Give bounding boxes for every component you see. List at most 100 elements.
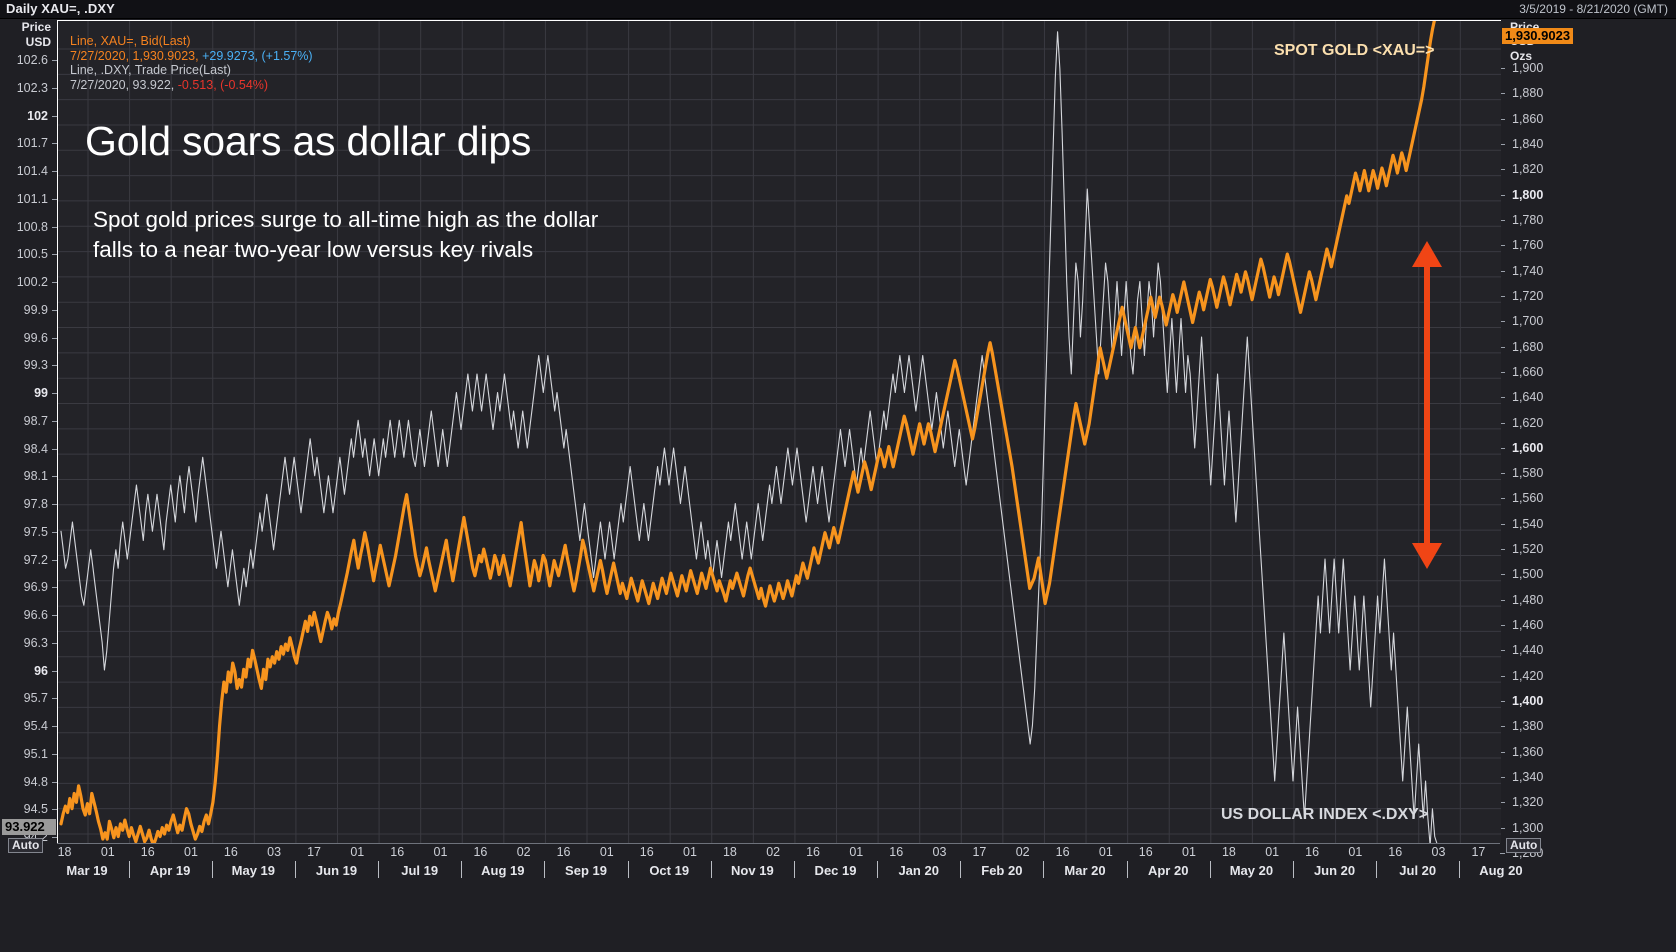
x-axis-day-label: 16 [1138, 845, 1153, 859]
legend-gold-quote: 7/27/2020, 1,930.9023, +29.9273, (+1.57%… [70, 49, 313, 64]
x-axis-month-label: Apr 19 [149, 863, 191, 878]
x-axis-month-separator [461, 861, 463, 878]
x-axis-month-label: Sep 19 [565, 863, 607, 878]
subtitle-line-1: Spot gold prices surge to all-time high … [93, 207, 599, 232]
left-axis-tick-label: 96.9 [23, 580, 48, 595]
right-axis-tick-label: 1,900 [1512, 61, 1544, 75]
left-axis-tick-label: 99 [34, 386, 48, 400]
right-axis-tick-label: 1,760 [1512, 238, 1544, 253]
x-axis-day-label: 03 [267, 845, 282, 859]
left-axis-tick-label: 101.7 [16, 136, 48, 151]
x-axis-month-separator [1376, 861, 1378, 878]
left-axis-tick-mark [52, 254, 57, 256]
left-axis-tick-label: 97.8 [23, 497, 48, 511]
left-axis-tick-mark [52, 615, 57, 616]
left-axis-tick-mark [52, 337, 57, 339]
right-axis-auto-button[interactable]: Auto [1506, 838, 1542, 853]
left-axis-tick-label: 98.4 [23, 441, 48, 456]
x-axis-month-label: Jun 19 [315, 863, 358, 878]
left-axis-tick-mark [52, 115, 57, 117]
x-axis-month-label: Apr 20 [1147, 863, 1189, 878]
x-axis-day-label: 01 [433, 845, 448, 859]
left-axis-tick-mark [52, 282, 57, 283]
x-axis-month-label: May 20 [1229, 863, 1274, 878]
gold-value-flag: 1,930.9023 [1502, 28, 1574, 44]
right-axis-tick-mark [1500, 169, 1505, 171]
right-axis-tick-label: 1,420 [1512, 668, 1544, 683]
x-axis-day-label: 01 [184, 845, 198, 859]
right-axis-tick-label: 1,340 [1512, 770, 1544, 785]
x-axis-month-separator [378, 861, 380, 878]
left-axis-tick-mark [52, 837, 57, 838]
legend-gold-quote-value: 7/27/2020, 1,930.9023, [70, 48, 199, 63]
left-axis-tick-mark [52, 198, 57, 200]
right-axis-tick-label: 1,360 [1512, 744, 1544, 759]
left-axis-tick-mark [52, 87, 57, 89]
page-title: Gold soars as dollar dips [85, 118, 532, 164]
x-axis-month-label: Jul 19 [401, 863, 439, 878]
left-axis-tick-mark [52, 698, 57, 700]
x-axis-day-label: 01 [1265, 845, 1280, 859]
right-axis-tick-label: 1,780 [1512, 212, 1544, 227]
x-axis-day-label: 03 [932, 845, 947, 859]
chart-title: Daily XAU=, .DXY [6, 1, 115, 16]
left-axis-tick-mark [52, 226, 57, 228]
right-axis-tick-label: 1,300 [1512, 820, 1544, 835]
x-axis-day-label: 16 [639, 845, 654, 859]
left-axis-tick-label: 96.3 [23, 635, 48, 650]
x-axis-day-label: 01 [1182, 845, 1196, 859]
right-axis-tick-mark [1500, 751, 1505, 753]
left-axis-tick-label: 97.5 [23, 524, 48, 539]
x-axis-day-label: 17 [972, 845, 987, 859]
left-axis-tick-mark [52, 420, 57, 422]
x-axis-day-label: 16 [390, 845, 405, 859]
right-price-axis: Price USD Ozs 1,9001,8801,8601,8401,8201… [1500, 20, 1676, 859]
chart-series-lines [59, 21, 1438, 843]
left-axis-tick-mark [52, 448, 57, 450]
chart-annotation-arrow [1412, 241, 1442, 569]
left-axis-tick-label: 101.4 [16, 164, 48, 178]
right-axis-tick-mark [1500, 574, 1505, 576]
left-axis-tick-mark [52, 393, 57, 394]
right-axis-tick-label: 1,540 [1512, 516, 1544, 531]
x-axis-day-label: 16 [140, 845, 155, 859]
right-axis-tick-label: 1,700 [1512, 314, 1544, 329]
legend-dxy-quote: 7/27/2020, 93.922, -0.513, (-0.54%) [70, 78, 313, 93]
window-titlebar: Daily XAU=, .DXY 3/5/2019 - 8/21/2020 (G… [0, 0, 1676, 19]
right-axis-tick-label: 1,800 [1512, 187, 1544, 202]
left-axis-auto-button[interactable]: Auto [8, 838, 44, 853]
chart-plot-area[interactable] [57, 20, 1501, 843]
left-axis-tick-mark [52, 309, 57, 311]
right-axis-tick-label: 1,620 [1512, 415, 1544, 430]
left-axis-tick-label: 98.7 [23, 413, 48, 428]
right-axis-tick-label: 1,640 [1512, 390, 1544, 405]
left-axis-tick-label: 100.8 [16, 219, 48, 234]
left-axis-tick-mark [52, 476, 57, 478]
left-axis-tick-mark [52, 504, 57, 505]
right-axis-tick-mark [1500, 422, 1505, 424]
right-axis-tick-mark [1500, 650, 1505, 652]
x-axis-day-label: 16 [1388, 845, 1403, 859]
right-axis-tick-mark [1500, 397, 1505, 399]
left-axis-tick-mark [52, 642, 57, 644]
x-axis-month-label: Mar 20 [1064, 863, 1106, 878]
right-axis-tick-mark [1500, 219, 1505, 221]
right-axis-tick-mark [1500, 346, 1505, 348]
chart-date-range: 3/5/2019 - 8/21/2020 (GMT) [1519, 2, 1668, 16]
x-axis-month-label: Mar 19 [66, 863, 108, 878]
left-axis-tick-label: 99.3 [23, 358, 48, 373]
dxy-value-flag: 93.922 [2, 819, 56, 835]
legend-dxy-quote-value: 7/27/2020, 93.922, [70, 77, 175, 92]
subtitle-line-2: falls to a near two-year low versus key … [93, 237, 534, 262]
x-axis-month-separator [960, 861, 962, 878]
x-axis-day-label: 18 [1221, 845, 1236, 859]
left-axis-tick-mark [52, 587, 57, 589]
x-axis-day-label: 01 [683, 845, 697, 859]
legend-gold-series: Line, XAU=, Bid(Last) [70, 34, 191, 48]
right-axis-tick-mark [1500, 802, 1505, 804]
right-axis-tick-mark [1500, 295, 1505, 297]
x-axis-month-separator [627, 861, 629, 878]
x-axis-day-label: 17 [307, 845, 321, 859]
left-axis-tick-label: 99.9 [23, 302, 48, 317]
